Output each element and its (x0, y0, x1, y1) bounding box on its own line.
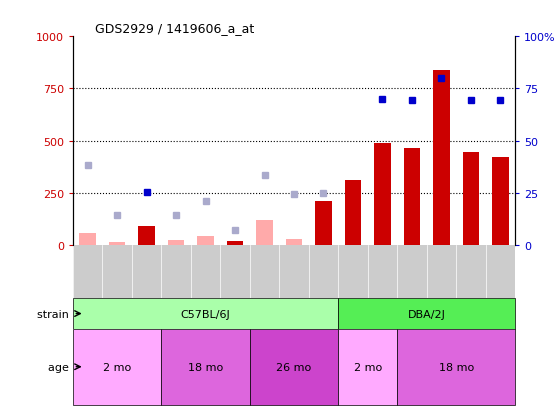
Text: count: count (88, 412, 118, 413)
Bar (109, 242, 125, 246)
Bar (397, 329, 515, 405)
Bar (73, 329, 161, 405)
Bar (338, 329, 397, 405)
Text: DBA/2J: DBA/2J (408, 309, 446, 319)
Text: age: age (48, 362, 73, 372)
Text: 26 mo: 26 mo (277, 362, 311, 372)
Bar (286, 239, 302, 246)
Bar (463, 153, 479, 246)
Bar (433, 71, 450, 246)
Bar (404, 149, 420, 246)
Bar (492, 158, 508, 246)
Bar (73, 299, 338, 329)
Bar (161, 329, 250, 405)
Bar (345, 181, 361, 246)
Bar (375, 143, 390, 246)
Bar (138, 227, 155, 246)
Text: 2 mo: 2 mo (103, 362, 131, 372)
Text: 18 mo: 18 mo (438, 362, 474, 372)
Text: 18 mo: 18 mo (188, 362, 223, 372)
Text: GDS2929 / 1419606_a_at: GDS2929 / 1419606_a_at (95, 21, 254, 35)
Bar (80, 233, 96, 246)
Bar (338, 299, 515, 329)
Text: strain: strain (38, 309, 73, 319)
Bar (168, 240, 184, 246)
Text: C57BL/6J: C57BL/6J (181, 309, 230, 319)
Bar (227, 242, 243, 246)
Bar (198, 236, 213, 246)
Bar (256, 221, 273, 246)
Text: 2 mo: 2 mo (353, 362, 382, 372)
Bar (315, 202, 332, 246)
Bar (250, 329, 338, 405)
